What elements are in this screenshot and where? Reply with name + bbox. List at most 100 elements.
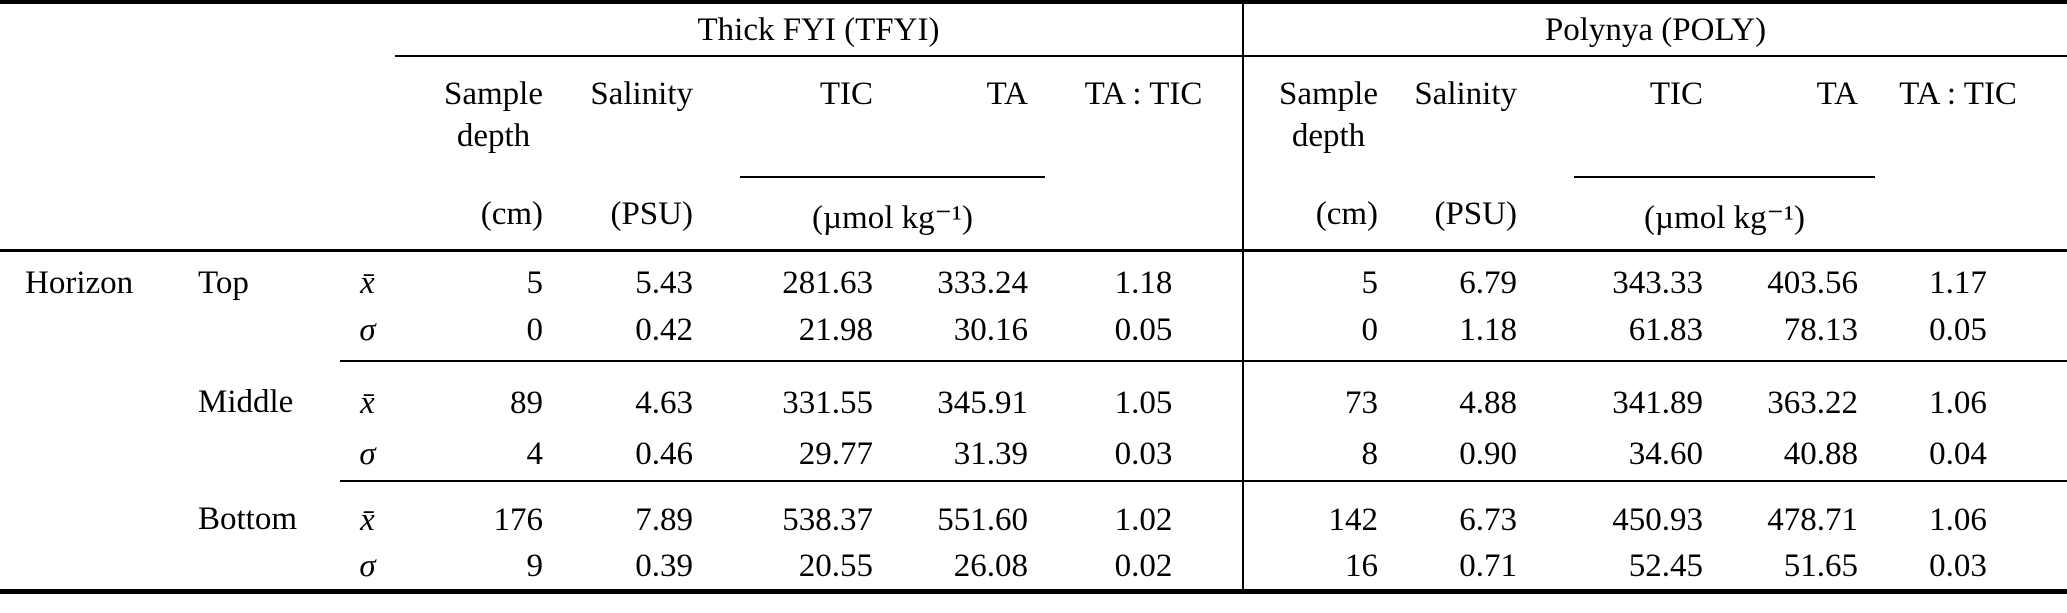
cell-middle-mean-tfyi-ta-tic: 1.05 xyxy=(1114,384,1173,421)
horizon-label-top: Top xyxy=(178,248,340,307)
cell-middle-sd-poly-ta-tic: 0.04 xyxy=(1875,427,2067,482)
cell-middle-mean-poly-tic: 341.89 xyxy=(1612,384,1703,421)
cell-middle-mean-poly-ta-tic: 1.06 xyxy=(1929,384,1987,421)
col-header-tfyi-salinity: Salinity xyxy=(590,76,693,112)
cell-bottom-mean-poly-tic: 450.93 xyxy=(1612,501,1703,538)
cell-middle-sd-tfyi-sample-depth: 4 xyxy=(395,427,560,482)
cell-bottom-mean-tfyi-ta: 551.60 xyxy=(937,501,1028,538)
stat-symbol-sd: σ xyxy=(359,547,376,584)
cell-bottom-sd-tfyi-sample-depth: 9 xyxy=(526,547,544,584)
unit-tfyi-tic-ta: (µmol kg⁻¹) xyxy=(710,170,1045,250)
row-middle-sd: σ 4 0.46 29.77 31.39 0.03 8 0.90 34.60 4… xyxy=(0,427,2067,482)
cell-top-mean-tfyi-ta-tic: 1.18 xyxy=(1045,248,1243,307)
row-top-sd: σ 0 0.42 21.98 30.16 0.05 0 1.18 61.83 7… xyxy=(0,307,2067,362)
row-middle-mean: Middle x̄ 89 4.63 331.55 345.91 1.05 73 … xyxy=(0,361,2067,427)
cell-top-sd-tfyi-sample-depth: 0 xyxy=(395,307,560,362)
cell-middle-sd-tfyi-salinity: 0.46 xyxy=(560,427,710,482)
cell-top-mean-poly-ta: 403.56 xyxy=(1720,248,1875,307)
cell-bottom-mean-tfyi-salinity: 7.89 xyxy=(635,501,693,538)
cell-middle-mean-poly-sample-depth: 73 xyxy=(1242,361,1395,427)
empty-cell xyxy=(178,427,340,481)
stat-symbol-sd: σ xyxy=(340,427,395,482)
unit-tfyi-salinity: (PSU) xyxy=(610,196,693,232)
stat-symbol-mean: x̄ xyxy=(360,501,375,538)
empty-corner-cell xyxy=(0,2,395,56)
cell-top-mean-tfyi-ta: 333.24 xyxy=(890,248,1045,307)
cell-top-sd-tfyi-ta-tic: 0.05 xyxy=(1045,307,1243,362)
cell-bottom-mean-tfyi-tic: 538.37 xyxy=(782,501,873,538)
cell-bottom-sd-poly-salinity: 0.71 xyxy=(1459,547,1517,584)
stat-symbol-sd: σ xyxy=(340,307,395,362)
cell-bottom-mean-tfyi-sample-depth: 176 xyxy=(493,501,544,538)
col-header-tfyi-ta-tic: TA : TIC xyxy=(1084,76,1203,112)
unit-poly-salinity: (PSU) xyxy=(1434,196,1517,232)
empty-corner-cell xyxy=(0,56,395,170)
empty-cell xyxy=(178,307,340,361)
stat-symbol-mean: x̄ xyxy=(340,248,395,307)
group-header-poly: Polynya (POLY) xyxy=(1241,2,2067,57)
cell-top-sd-tfyi-tic: 21.98 xyxy=(710,307,890,362)
group-header-row: Thick FYI (TFYI) Polynya (POLY) xyxy=(0,2,2067,57)
unit-poly-sample-depth: (cm) xyxy=(1242,170,1395,250)
empty-corner-cell xyxy=(0,170,395,250)
tic-ta-rule: (µmol kg⁻¹) xyxy=(740,176,1045,236)
col-header-poly-sample-depth: Sample depth xyxy=(1242,56,1395,170)
tic-ta-rule: (µmol kg⁻¹) xyxy=(1574,176,1875,236)
cell-middle-mean-tfyi-sample-depth: 89 xyxy=(510,384,543,421)
row-top-mean: Horizon Top x̄ 5 5.43 281.63 333.24 1.18… xyxy=(0,248,2067,307)
empty-cell xyxy=(0,361,178,427)
col-header-tfyi-tic: TIC xyxy=(819,76,873,112)
empty-cell xyxy=(178,543,340,591)
cell-middle-sd-tfyi-tic: 29.77 xyxy=(710,427,890,482)
cell-top-mean-tfyi-sample-depth: 5 xyxy=(395,248,560,307)
cell-middle-sd-tfyi-ta: 31.39 xyxy=(890,427,1045,482)
cell-middle-mean-tfyi-tic: 331.55 xyxy=(782,384,873,421)
units-row: (cm) (PSU) (µmol kg⁻¹) (cm) (PSU) (µmol … xyxy=(0,170,2067,250)
unit-poly-tic-ta: (µmol kg⁻¹) xyxy=(1534,170,1875,250)
stat-symbol-mean: x̄ xyxy=(360,384,375,421)
cell-bottom-sd-tfyi-tic: 20.55 xyxy=(798,547,873,584)
col-header-poly-ta: TA xyxy=(1816,76,1858,112)
cell-bottom-sd-tfyi-ta: 26.08 xyxy=(953,547,1028,584)
empty-cell xyxy=(0,543,178,591)
ice-core-carbonate-table: Thick FYI (TFYI) Polynya (POLY) Sample d… xyxy=(0,0,2067,594)
col-header-tfyi-sample-depth: Sample depth xyxy=(395,56,560,170)
empty-cell xyxy=(0,307,178,361)
cell-bottom-mean-poly-salinity: 6.73 xyxy=(1459,501,1517,538)
row-bottom-sd: σ 9 0.39 20.55 26.08 0.02 16 0.71 52.45 … xyxy=(0,543,2067,591)
cell-bottom-mean-tfyi-ta-tic: 1.02 xyxy=(1114,501,1173,538)
cell-middle-sd-poly-salinity: 0.90 xyxy=(1395,427,1534,482)
cell-middle-sd-poly-sample-depth: 8 xyxy=(1242,427,1395,482)
cell-top-mean-poly-salinity: 6.79 xyxy=(1395,248,1534,307)
cell-middle-mean-tfyi-ta: 345.91 xyxy=(937,384,1028,421)
cell-top-sd-poly-ta-tic: 0.05 xyxy=(1875,307,2067,362)
cell-middle-mean-poly-ta: 363.22 xyxy=(1767,384,1858,421)
horizon-label-middle: Middle xyxy=(198,384,294,420)
col-header-tfyi-ta: TA xyxy=(986,76,1028,112)
table-body: Horizon Top x̄ 5 5.43 281.63 333.24 1.18… xyxy=(0,248,2067,591)
table-header: Thick FYI (TFYI) Polynya (POLY) Sample d… xyxy=(0,2,2067,250)
unit-tfyi-sample-depth: (cm) xyxy=(480,196,543,232)
col-header-poly-ta-tic: TA : TIC xyxy=(1899,76,2017,112)
col-header-poly-tic: TIC xyxy=(1649,76,1703,112)
cell-middle-mean-poly-salinity: 4.88 xyxy=(1459,384,1517,421)
horizon-label-bottom: Bottom xyxy=(198,501,298,537)
cell-bottom-mean-poly-ta: 478.71 xyxy=(1767,501,1858,538)
cell-top-sd-tfyi-ta: 30.16 xyxy=(890,307,1045,362)
cell-top-mean-poly-ta-tic: 1.17 xyxy=(1875,248,2067,307)
cell-top-sd-poly-sample-depth: 0 xyxy=(1242,307,1395,362)
cell-bottom-sd-poly-ta: 51.65 xyxy=(1783,547,1858,584)
sample-depth-label: Sample depth xyxy=(444,76,543,154)
cell-middle-mean-tfyi-salinity: 4.63 xyxy=(635,384,693,421)
cell-bottom-mean-poly-ta-tic: 1.06 xyxy=(1929,501,1987,538)
cell-bottom-sd-tfyi-salinity: 0.39 xyxy=(635,547,693,584)
cell-top-mean-tfyi-tic: 281.63 xyxy=(710,248,890,307)
column-header-row: Sample depth Salinity TIC TA TA : TIC Sa… xyxy=(0,56,2067,170)
cell-middle-sd-poly-ta: 40.88 xyxy=(1720,427,1875,482)
cell-bottom-mean-poly-sample-depth: 142 xyxy=(1242,481,1395,543)
cell-bottom-sd-poly-ta-tic: 0.03 xyxy=(1929,547,1987,584)
cell-bottom-sd-tfyi-ta-tic: 0.02 xyxy=(1114,547,1173,584)
cell-top-mean-tfyi-salinity: 5.43 xyxy=(560,248,710,307)
cell-middle-sd-tfyi-ta-tic: 0.03 xyxy=(1045,427,1243,482)
